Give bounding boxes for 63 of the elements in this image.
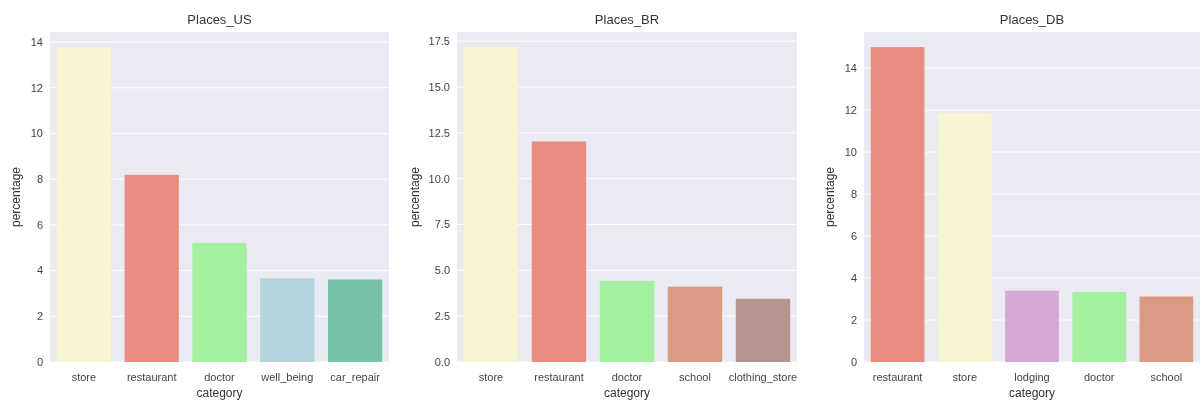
y-tick-label: 12 [30,81,43,94]
bar [870,47,925,362]
x-tick-label: doctor [611,371,643,383]
y-tick-label: 17.5 [428,35,450,48]
y-tick-label: 6 [850,229,857,242]
y-tick-label: 0 [36,355,43,368]
y-tick-label: 2.5 [434,310,450,323]
y-tick-label: 8 [36,173,43,186]
x-tick-label: well_being [260,371,314,383]
bar [463,46,519,362]
y-tick-label: 0 [850,355,857,368]
bar [192,242,247,362]
bar [260,278,315,362]
bar [1005,290,1059,362]
y-axis-title: percentage [408,166,422,228]
y-tick-label: 12 [844,103,857,116]
y-tick-label: 2 [36,310,43,323]
y-axis-title: percentage [9,166,23,228]
y-tick-label: 4 [36,264,43,277]
x-tick-label: car_repair [330,371,381,383]
x-tick-label: store [478,371,504,383]
y-tick-label: 10 [30,127,43,140]
y-tick-label: 10 [844,145,857,158]
y-tick-label: 5.0 [434,264,450,277]
x-axis-title: category [1008,386,1056,400]
x-tick-label: store [71,371,97,383]
y-tick-label: 12.5 [428,126,450,139]
y-tick-label: 15.0 [428,80,450,93]
y-tick-label: 14 [30,35,43,48]
y-tick-label: 10.0 [428,172,450,185]
x-tick-label: restaurant [872,371,923,383]
x-tick-label: lodging [1014,371,1050,383]
x-tick-label: clothing_store [728,371,798,383]
bar [124,174,179,362]
y-tick-label: 2 [850,313,857,326]
y-axis-title: percentage [823,166,837,228]
y-tick-label: 4 [850,271,857,284]
x-axis-title: category [196,386,243,400]
x-tick-label: school [679,371,711,383]
y-tick-label: 6 [36,218,43,231]
x-axis-title: category [603,386,651,400]
x-tick-label: restaurant [534,371,584,383]
bar [56,47,112,362]
bar [1072,291,1127,362]
bar [327,279,383,362]
chart-title: Places_BR [594,12,660,27]
bar [599,280,655,362]
x-tick-label: school [1150,371,1183,383]
chart-title: Places_US [187,12,252,27]
y-tick-label: 14 [844,61,857,74]
bar [735,298,791,362]
y-tick-label: 8 [850,187,857,200]
x-tick-label: store [952,371,978,383]
chart-title: Places_DB [999,12,1065,27]
bar [667,286,723,362]
y-tick-label: 7.5 [434,218,450,231]
y-tick-label: 0.0 [434,355,450,368]
bar [937,113,992,362]
bar [1139,296,1194,362]
x-tick-label: doctor [1083,371,1115,383]
x-tick-label: doctor [204,371,236,383]
x-tick-label: restaurant [126,371,177,383]
bar [531,141,587,362]
